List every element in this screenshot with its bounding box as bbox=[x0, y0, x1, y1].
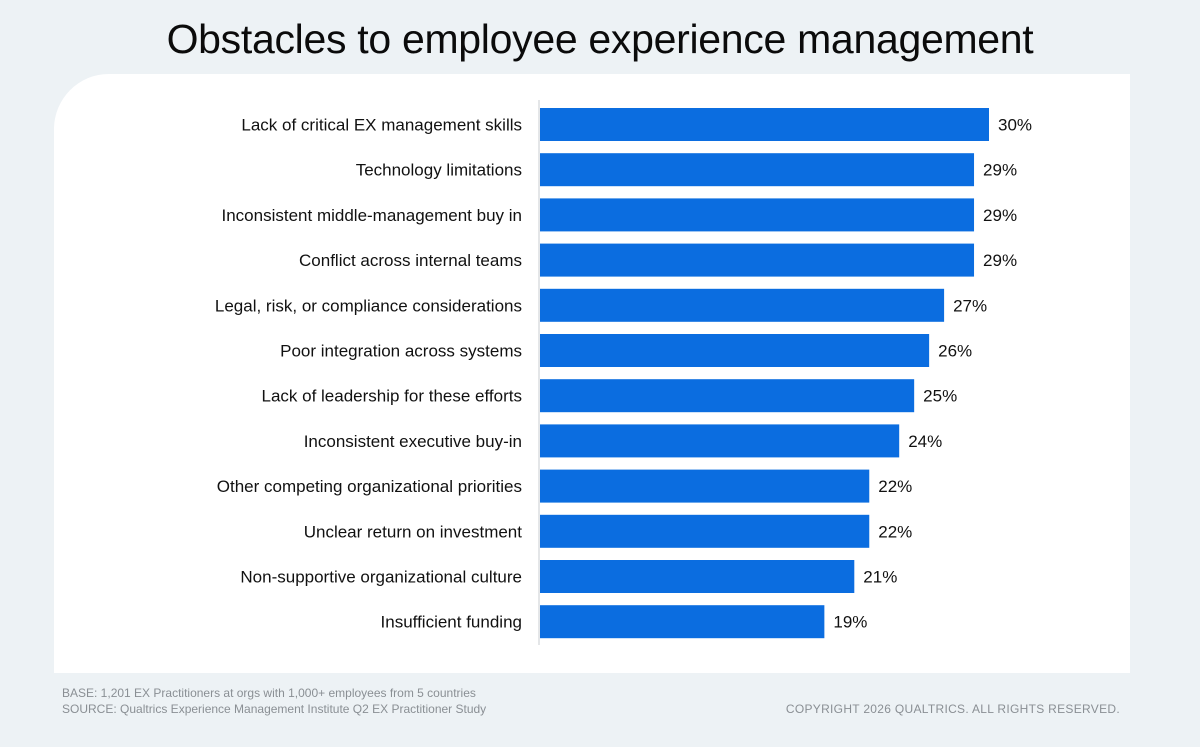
category-label: Unclear return on investment bbox=[304, 522, 523, 541]
bar bbox=[540, 243, 975, 277]
bar bbox=[540, 514, 870, 548]
value-label: 26% bbox=[938, 342, 972, 361]
base-note: BASE: 1,201 EX Practitioners at orgs wit… bbox=[62, 686, 476, 700]
bar bbox=[540, 334, 930, 367]
bar bbox=[540, 108, 989, 141]
bar bbox=[540, 424, 900, 458]
bar bbox=[540, 153, 975, 187]
value-label: 22% bbox=[878, 477, 912, 496]
value-label: 21% bbox=[863, 568, 897, 587]
chart-title: Obstacles to employee experience managem… bbox=[166, 16, 1034, 62]
value-label: 29% bbox=[983, 251, 1017, 270]
source-note: SOURCE: Qualtrics Experience Management … bbox=[62, 702, 487, 716]
category-label: Technology limitations bbox=[356, 161, 522, 180]
category-label: Inconsistent executive buy-in bbox=[304, 432, 522, 451]
category-label: Lack of leadership for these efforts bbox=[261, 387, 522, 406]
value-label: 25% bbox=[923, 387, 957, 406]
footnote: BASE: 1,201 EX Practitioners at orgs wit… bbox=[62, 685, 486, 717]
value-label: 19% bbox=[833, 613, 867, 632]
copyright-note: COPYRIGHT 2026 QUALTRICS. ALL RIGHTS RES… bbox=[785, 702, 1120, 716]
bar bbox=[540, 379, 915, 413]
value-label: 29% bbox=[983, 206, 1017, 225]
bar bbox=[540, 198, 975, 232]
category-label: Conflict across internal teams bbox=[299, 251, 522, 270]
bar bbox=[540, 469, 870, 503]
value-label: 22% bbox=[878, 522, 912, 541]
category-label: Insufficient funding bbox=[381, 613, 522, 632]
value-label: 24% bbox=[908, 432, 942, 451]
category-label: Lack of critical EX management skills bbox=[241, 116, 522, 135]
category-label: Other competing organizational prioritie… bbox=[217, 477, 522, 496]
bar bbox=[540, 605, 825, 639]
category-label: Poor integration across systems bbox=[280, 342, 522, 361]
bar bbox=[540, 288, 945, 322]
bar bbox=[540, 560, 855, 593]
value-label: 30% bbox=[998, 116, 1032, 135]
value-label: 27% bbox=[953, 296, 987, 315]
value-label: 29% bbox=[983, 161, 1017, 180]
category-label: Non-supportive organizational culture bbox=[240, 568, 522, 587]
category-label: Legal, risk, or compliance consideration… bbox=[215, 296, 522, 315]
category-label: Inconsistent middle-management buy in bbox=[222, 206, 523, 225]
